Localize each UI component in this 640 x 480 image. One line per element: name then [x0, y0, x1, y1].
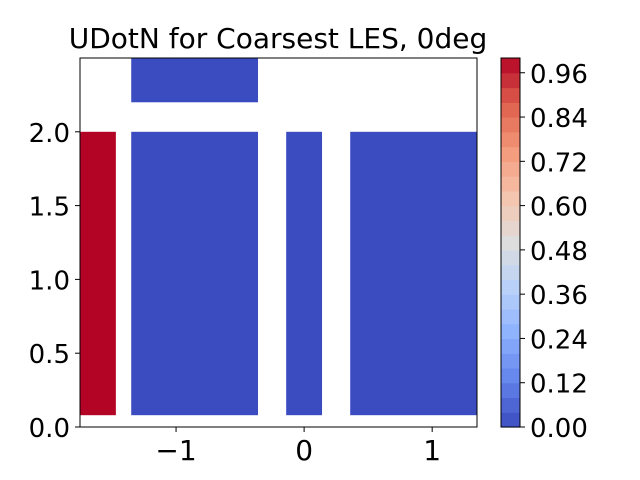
colorbar-segment	[501, 72, 520, 89]
colorbar-segment	[501, 338, 520, 354]
heatmap-cell	[131, 131, 259, 416]
colorbar-segment	[501, 205, 520, 221]
y-tick-label: 2.0	[29, 119, 70, 149]
colorbar-segment	[501, 397, 520, 413]
colorbar-segment	[501, 117, 520, 133]
colorbar-segment	[501, 382, 520, 399]
colorbar-tick-label: 0.72	[530, 148, 588, 178]
colorbar-segment	[501, 87, 520, 103]
colorbar-segment	[501, 353, 520, 369]
chart-title: UDotN for Coarsest LES, 0deg	[69, 22, 488, 55]
x-tick-label: 1	[423, 434, 441, 467]
colorbar-tick-label: 0.84	[530, 104, 588, 134]
colorbar-frame	[500, 57, 521, 428]
colorbar-tick-label: 0.12	[530, 370, 588, 400]
x-tick-label: −1	[155, 434, 196, 467]
colorbar-segment	[501, 176, 520, 192]
colorbar-segment	[501, 264, 520, 280]
y-tick-label: 0.5	[29, 340, 70, 370]
colorbar-segment	[501, 131, 520, 148]
colorbar-segment	[501, 161, 520, 177]
colorbar-tick-label: 0.48	[530, 237, 588, 267]
y-tick-label: 1.0	[29, 266, 70, 296]
colorbar-segment	[501, 146, 520, 162]
plot-area: −1 0 1 0.0 0.5 1.0 1.5 2.0	[29, 57, 478, 467]
y-tick-label: 1.5	[29, 193, 70, 223]
heatmap-cell	[131, 58, 259, 103]
colorbar-segment	[501, 58, 520, 74]
colorbar-segment	[501, 294, 520, 310]
colorbar-tick-label: 0.36	[530, 281, 588, 311]
colorbar-segment	[501, 367, 520, 384]
colorbar-segment	[501, 220, 520, 236]
colorbar-segment	[501, 102, 520, 118]
colorbar-segment	[501, 323, 520, 340]
heatmap-cell	[286, 131, 323, 416]
colorbar-segment	[501, 308, 520, 325]
colorbar-segment	[501, 412, 520, 428]
heatmap-cell	[350, 131, 477, 416]
colorbar-tick-label: 0.00	[530, 414, 588, 444]
colorbar-segment	[501, 190, 520, 207]
colorbar-segment	[501, 235, 520, 251]
heatmap-cell	[80, 131, 116, 416]
x-tick-label: 0	[295, 434, 313, 467]
colorbar: 0.00 0.12 0.24 0.36 0.48 0.60 0.72 0.84 0.96	[500, 57, 588, 444]
colorbar-tick-label: 0.24	[530, 325, 588, 355]
colorbar-segment	[501, 249, 520, 266]
colorbar-segment	[501, 279, 520, 295]
colorbar-tick-label: 0.96	[530, 60, 588, 90]
plot-frame	[79, 57, 478, 428]
y-tick-label: 0.0	[29, 414, 70, 444]
colorbar-tick-label: 0.60	[530, 193, 588, 223]
